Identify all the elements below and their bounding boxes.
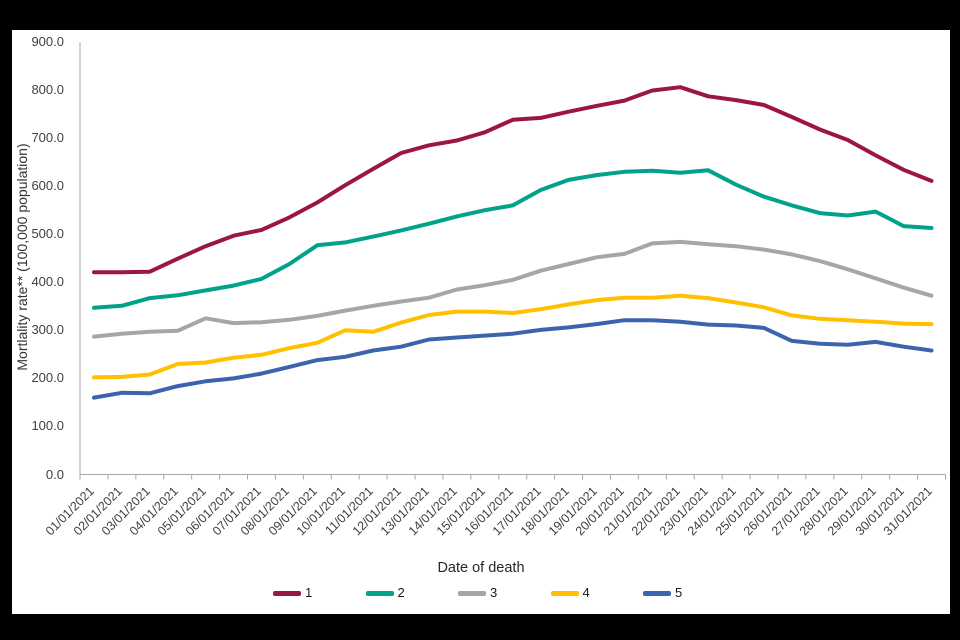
y-tick-label: 900.0 — [31, 34, 64, 49]
legend-label-4: 4 — [582, 585, 590, 600]
legend-label-1: 1 — [305, 585, 313, 600]
legend-label-2: 2 — [397, 585, 405, 600]
legend-swatch-3 — [458, 591, 486, 596]
legend-item-4: 4 — [550, 582, 611, 606]
series-line-2 — [92, 168, 934, 310]
legend-label-3: 3 — [490, 585, 498, 600]
y-tick-label: 500.0 — [31, 226, 64, 242]
y-axis-title: Mortlality rate** (100,000 population) — [14, 143, 30, 371]
legend-swatch-1 — [273, 591, 301, 596]
y-tick-label: 0.0 — [45, 466, 64, 482]
series-line-1 — [92, 85, 934, 275]
y-tick-label: 600.0 — [31, 178, 64, 194]
line-chart-plot — [79, 42, 946, 480]
legend-label-5: 5 — [675, 585, 683, 600]
series-line-3 — [92, 239, 934, 339]
y-tick-label: 800.0 — [31, 82, 64, 98]
legend-item-5: 5 — [643, 582, 703, 606]
chart-legend: 1 2 3 4 5 — [12, 582, 950, 606]
legend-swatch-2 — [365, 591, 394, 596]
chart-canvas: 0.0 100.0 200.0 300.0 400.0 500.0 600.0 700.0 80… — [12, 30, 950, 614]
y-tick-label: 300.0 — [31, 322, 64, 338]
series-line-4 — [92, 293, 934, 380]
legend-swatch-5 — [643, 591, 671, 596]
legend-item-2: 2 — [365, 582, 426, 606]
legend-item-1: 1 — [273, 582, 333, 606]
y-tick-label: 100.0 — [31, 418, 64, 434]
series-line-5 — [92, 318, 934, 400]
y-tick-label: 700.0 — [31, 130, 64, 146]
x-axis-title: Date of death — [437, 560, 525, 576]
legend-item-3: 3 — [458, 582, 518, 606]
y-tick-label: 400.0 — [31, 274, 64, 290]
legend-swatch-4 — [550, 591, 579, 596]
y-tick-label: 200.0 — [31, 370, 64, 386]
